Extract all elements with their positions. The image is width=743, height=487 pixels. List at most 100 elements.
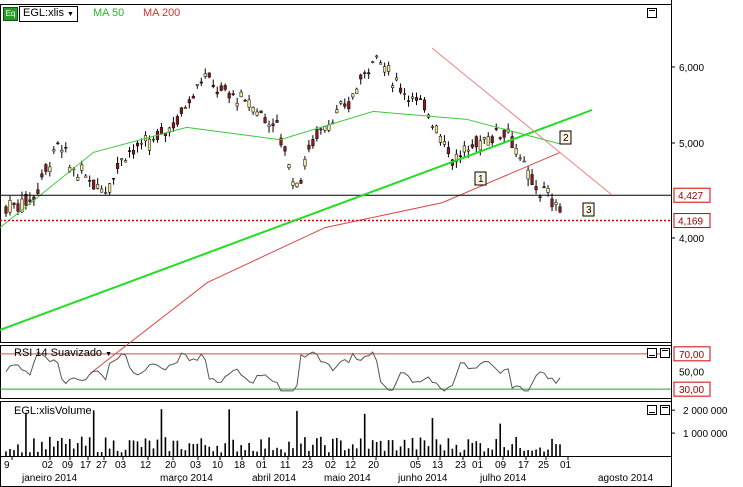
x-tick-label: 01 — [256, 460, 268, 471]
chevron-down-icon: ▼ — [105, 351, 113, 358]
candle-body — [195, 84, 199, 86]
chevron-down-icon: ▼ — [67, 11, 74, 18]
x-tick-label: 13 — [432, 460, 444, 471]
volume-bar — [41, 441, 43, 456]
candle-body — [4, 206, 8, 214]
candle-body — [84, 175, 88, 178]
candle-body — [303, 159, 307, 167]
volume-bar — [192, 443, 195, 456]
volume-bar — [435, 439, 438, 456]
rsi-panel-title[interactable]: RSI 14 Suavizado ▼ — [14, 347, 112, 359]
volume-bar — [136, 441, 139, 456]
volume-bar — [45, 449, 47, 456]
candle-body — [287, 164, 291, 168]
volume-bar — [483, 451, 486, 456]
volume-bar — [455, 444, 458, 456]
annotation-box — [474, 171, 487, 186]
candle-body — [187, 99, 191, 104]
candle-body — [315, 129, 319, 139]
candle-body — [383, 66, 387, 73]
x-tick-label: 20 — [165, 460, 177, 471]
volume-tick-label: 1 000 000 — [683, 429, 728, 440]
candle-body — [323, 126, 327, 131]
candle-body — [20, 198, 24, 213]
volume-bar — [507, 450, 509, 456]
candle-body — [139, 142, 144, 145]
candle-body — [203, 73, 207, 77]
volume-bar — [515, 436, 517, 456]
volume-bar — [324, 445, 326, 456]
candle-body — [171, 122, 175, 129]
x-tick-label: 03 — [190, 460, 202, 471]
month-label: agosto 2014 — [598, 473, 653, 484]
candle-body — [207, 72, 211, 78]
candle-body — [64, 146, 68, 149]
ma200-label[interactable]: MA 200 — [143, 7, 181, 19]
candle-body — [135, 142, 140, 147]
volume-bar — [336, 437, 338, 456]
maximize-rsi-button[interactable] — [660, 348, 670, 358]
volume-bar — [415, 449, 418, 456]
volume-bar — [124, 449, 127, 456]
candle-body — [96, 184, 100, 189]
volume-bar — [60, 437, 63, 456]
symbol-label[interactable]: EGL:xlis ▼ — [19, 6, 78, 22]
volume-bar — [128, 440, 131, 456]
volume-bar — [495, 439, 498, 456]
candle-body — [530, 174, 534, 186]
candle-body — [542, 186, 546, 188]
x-tick-label: 05 — [410, 460, 422, 471]
candle-body — [550, 198, 554, 208]
volume-bar — [212, 451, 215, 456]
candle-body — [124, 160, 128, 163]
volume-bar — [471, 443, 474, 456]
candle-body — [275, 120, 279, 123]
candle-body — [267, 124, 271, 127]
volume-bar — [284, 452, 286, 456]
volume-bar — [180, 449, 183, 456]
candle-body — [48, 166, 52, 173]
volume-bar — [29, 452, 31, 456]
candle-body — [335, 109, 339, 114]
volume-bar — [543, 451, 545, 456]
candle-body — [442, 141, 446, 145]
volume-bar — [264, 448, 266, 456]
candle-body — [470, 144, 474, 148]
volume-bar — [395, 450, 398, 456]
volume-bar — [463, 449, 466, 456]
candle-body — [558, 206, 562, 213]
month-label: maio 2014 — [324, 473, 371, 484]
x-tick-label: 12 — [140, 460, 152, 471]
x-tick-label: 09 — [495, 460, 507, 471]
ma50-label[interactable]: MA 50 — [93, 7, 125, 19]
symbol-text: EGL:xlis — [23, 7, 64, 19]
candle-body — [199, 81, 203, 84]
volume-bar — [343, 450, 346, 456]
candle-body — [112, 177, 116, 180]
maximize-volume-button[interactable] — [660, 405, 670, 415]
volume-bar — [399, 446, 402, 456]
candle-body — [347, 101, 351, 110]
volume-bar — [53, 446, 55, 456]
candle-body — [60, 149, 64, 153]
volume-bar — [216, 445, 219, 456]
volume-bar — [308, 450, 310, 456]
x-tick-label: 23 — [302, 460, 314, 471]
minimize-volume-button[interactable] — [647, 405, 657, 415]
ma50-line — [0, 110, 561, 228]
maximize-price-panel-button[interactable] — [647, 8, 657, 18]
minimize-rsi-button[interactable] — [647, 348, 657, 358]
candle-body — [179, 107, 183, 114]
candle-body — [418, 98, 423, 100]
volume-bar — [240, 445, 242, 456]
volume-bar — [431, 418, 434, 456]
candle-body — [343, 103, 347, 107]
volume-bar — [375, 441, 378, 456]
candle-body — [375, 55, 379, 58]
volume-bar — [491, 449, 494, 456]
candle-body — [482, 137, 486, 140]
candle-body — [414, 97, 419, 101]
candle-body — [438, 135, 442, 143]
volume-bar — [316, 438, 318, 456]
